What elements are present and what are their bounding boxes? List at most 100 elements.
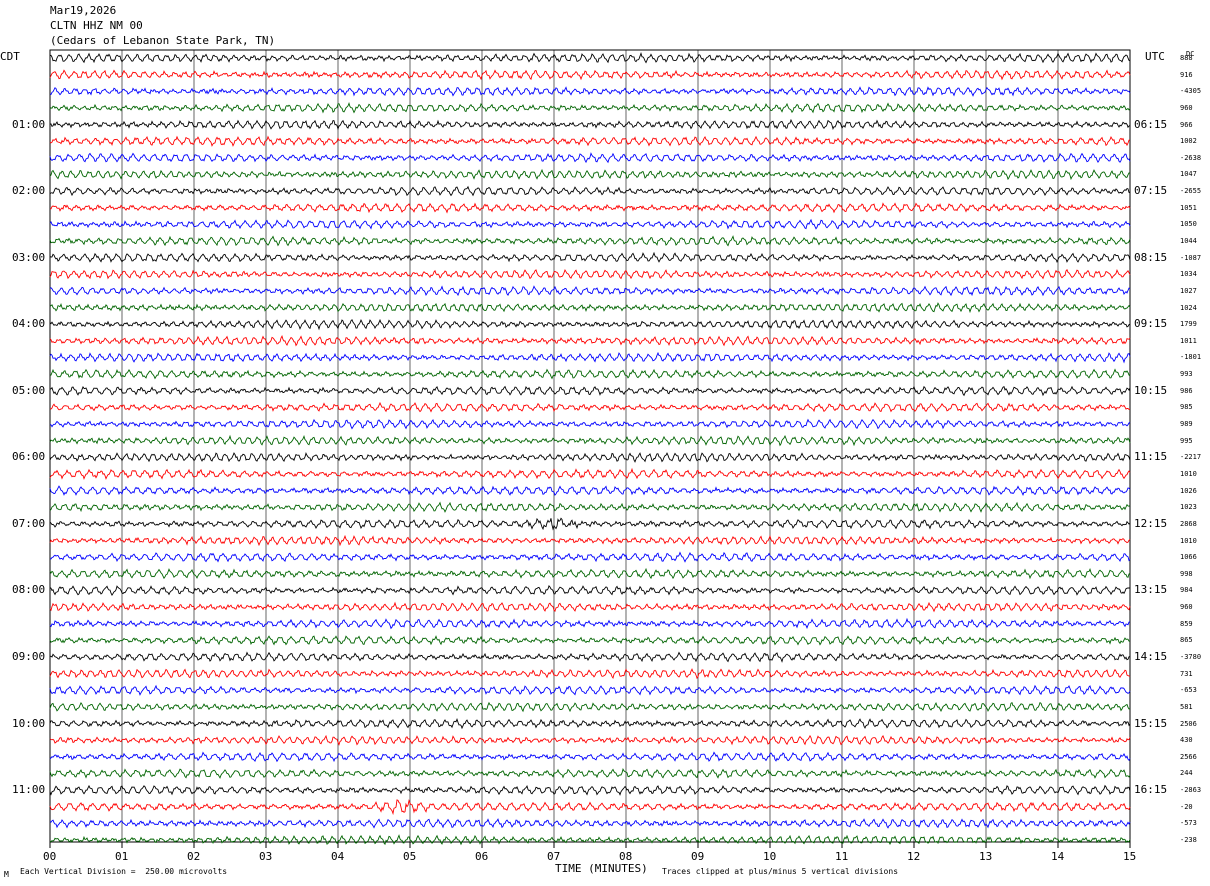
trace-row bbox=[49, 768, 1131, 779]
trace-row bbox=[49, 517, 1131, 531]
trace-row bbox=[49, 651, 1131, 663]
right-hour-label: 08:15 bbox=[1134, 250, 1168, 264]
x-tick-label: 07 bbox=[547, 850, 561, 863]
trace-row bbox=[49, 268, 1131, 280]
dc-offset-label: 1050 bbox=[1180, 220, 1197, 229]
right-hour-label: 14:15 bbox=[1134, 649, 1168, 663]
x-tick-label: 05 bbox=[403, 850, 417, 863]
right-timezone-label: UTC bbox=[1145, 50, 1165, 63]
dc-offset-label: 960 bbox=[1180, 103, 1193, 112]
dc-offset-label: 986 bbox=[1180, 386, 1193, 395]
trace-row bbox=[49, 185, 1131, 197]
right-hour-label: 10:15 bbox=[1134, 383, 1168, 397]
dc-offset-label: -1801 bbox=[1180, 353, 1202, 362]
right-hour-label: 13:15 bbox=[1134, 583, 1168, 597]
scale-note: Each Vertical Division = 250.00 microvol… bbox=[20, 867, 228, 876]
trace-row bbox=[49, 551, 1131, 563]
left-hour-label: 01:00 bbox=[12, 117, 46, 131]
right-hour-label: 07:15 bbox=[1134, 184, 1168, 198]
left-hour-label: 07:00 bbox=[12, 516, 46, 530]
clip-note: Traces clipped at plus/minus 5 vertical … bbox=[662, 867, 899, 876]
trace-row bbox=[49, 784, 1131, 796]
trace-row bbox=[49, 617, 1131, 630]
left-hour-label: 06:00 bbox=[12, 450, 46, 464]
dc-offset-label: 581 bbox=[1180, 702, 1193, 711]
trace-row bbox=[49, 69, 1131, 81]
plot-date: Mar19,2026 bbox=[50, 4, 117, 17]
trace-row bbox=[49, 152, 1131, 164]
x-tick-label: 06 bbox=[475, 850, 489, 863]
x-tick-label: 03 bbox=[259, 850, 273, 863]
trace-row bbox=[49, 701, 1131, 713]
trace-row bbox=[49, 401, 1131, 413]
corner-mark: M bbox=[4, 870, 9, 879]
dc-offset-label: 993 bbox=[1180, 370, 1193, 379]
trace-row bbox=[49, 118, 1131, 131]
dc-offset-label: -2638 bbox=[1180, 153, 1202, 162]
trace-row bbox=[49, 202, 1131, 214]
dc-offset-label: 1047 bbox=[1180, 170, 1197, 179]
dc-offset-label: 1011 bbox=[1180, 336, 1197, 345]
trace-row bbox=[49, 834, 1131, 846]
x-tick-label: 01 bbox=[115, 850, 129, 863]
dc-offset-label: 2506 bbox=[1180, 719, 1197, 728]
dc-offset-label: 966 bbox=[1180, 120, 1193, 129]
dc-offset-label: -20 bbox=[1180, 802, 1193, 811]
trace-row bbox=[49, 668, 1131, 680]
dc-offset-label: -2655 bbox=[1180, 187, 1202, 196]
trace-row bbox=[49, 51, 1131, 64]
right-hour-label: 09:15 bbox=[1134, 317, 1168, 331]
trace-row bbox=[49, 717, 1131, 730]
left-hour-label: 09:00 bbox=[12, 649, 46, 663]
right-hour-label: 16:15 bbox=[1134, 783, 1168, 797]
left-hour-label: 02:00 bbox=[12, 184, 46, 198]
dc-offset-label: 1026 bbox=[1180, 486, 1197, 495]
dc-offset-label: 865 bbox=[1180, 636, 1193, 645]
dc-offset-label: -573 bbox=[1180, 819, 1197, 828]
dc-offset-label: -653 bbox=[1180, 686, 1197, 695]
dc-offset-label: 2868 bbox=[1180, 519, 1197, 528]
station-location: (Cedars of Lebanon State Park, TN) bbox=[50, 34, 276, 47]
trace-row bbox=[49, 135, 1131, 147]
left-hour-label: 04:00 bbox=[12, 317, 46, 331]
dc-offset-label: -238 bbox=[1180, 836, 1197, 844]
left-hour-label: 05:00 bbox=[12, 383, 46, 397]
dc-offset-label: 995 bbox=[1180, 436, 1193, 445]
dc-offset-label: 989 bbox=[1180, 420, 1193, 429]
trace-row bbox=[49, 585, 1130, 597]
dc-offset-label: -4305 bbox=[1180, 87, 1202, 96]
dc-offset-label: 1034 bbox=[1180, 270, 1197, 279]
left-hour-label: 11:00 bbox=[12, 783, 46, 797]
trace-row bbox=[49, 501, 1131, 513]
dc-offset-label: 888 bbox=[1180, 54, 1193, 62]
trace-row bbox=[49, 734, 1131, 746]
trace-row bbox=[49, 601, 1131, 613]
dc-offset-label: 1066 bbox=[1180, 553, 1197, 562]
trace-row bbox=[49, 251, 1131, 264]
trace-row bbox=[49, 418, 1131, 430]
trace-row bbox=[49, 434, 1131, 447]
right-hour-label: 12:15 bbox=[1134, 516, 1168, 530]
dc-offset-label: -2863 bbox=[1180, 786, 1202, 795]
dc-offset-label: -1087 bbox=[1180, 253, 1202, 262]
right-hour-label: 11:15 bbox=[1134, 450, 1168, 464]
dc-offset-label: 998 bbox=[1180, 569, 1193, 578]
dc-offset-label: 1023 bbox=[1180, 503, 1197, 512]
dc-offset-label: 244 bbox=[1180, 769, 1193, 778]
dc-offset-label: 859 bbox=[1180, 619, 1193, 628]
seismic-traces bbox=[49, 51, 1131, 846]
x-tick-label: 14 bbox=[1051, 850, 1065, 863]
trace-row bbox=[49, 467, 1131, 480]
dc-offset-label: 985 bbox=[1180, 403, 1193, 412]
trace-row bbox=[49, 385, 1131, 397]
trace-row bbox=[49, 86, 1131, 97]
trace-row bbox=[49, 318, 1131, 331]
trace-row bbox=[49, 534, 1131, 547]
trace-row bbox=[49, 485, 1131, 496]
right-hour-label: 15:15 bbox=[1134, 716, 1168, 730]
dc-offset-label: 1010 bbox=[1180, 536, 1197, 545]
dc-offset-label: 1024 bbox=[1180, 303, 1197, 312]
dc-offset-label: 430 bbox=[1180, 736, 1193, 745]
trace-row bbox=[49, 368, 1131, 380]
trace-row bbox=[49, 751, 1131, 763]
